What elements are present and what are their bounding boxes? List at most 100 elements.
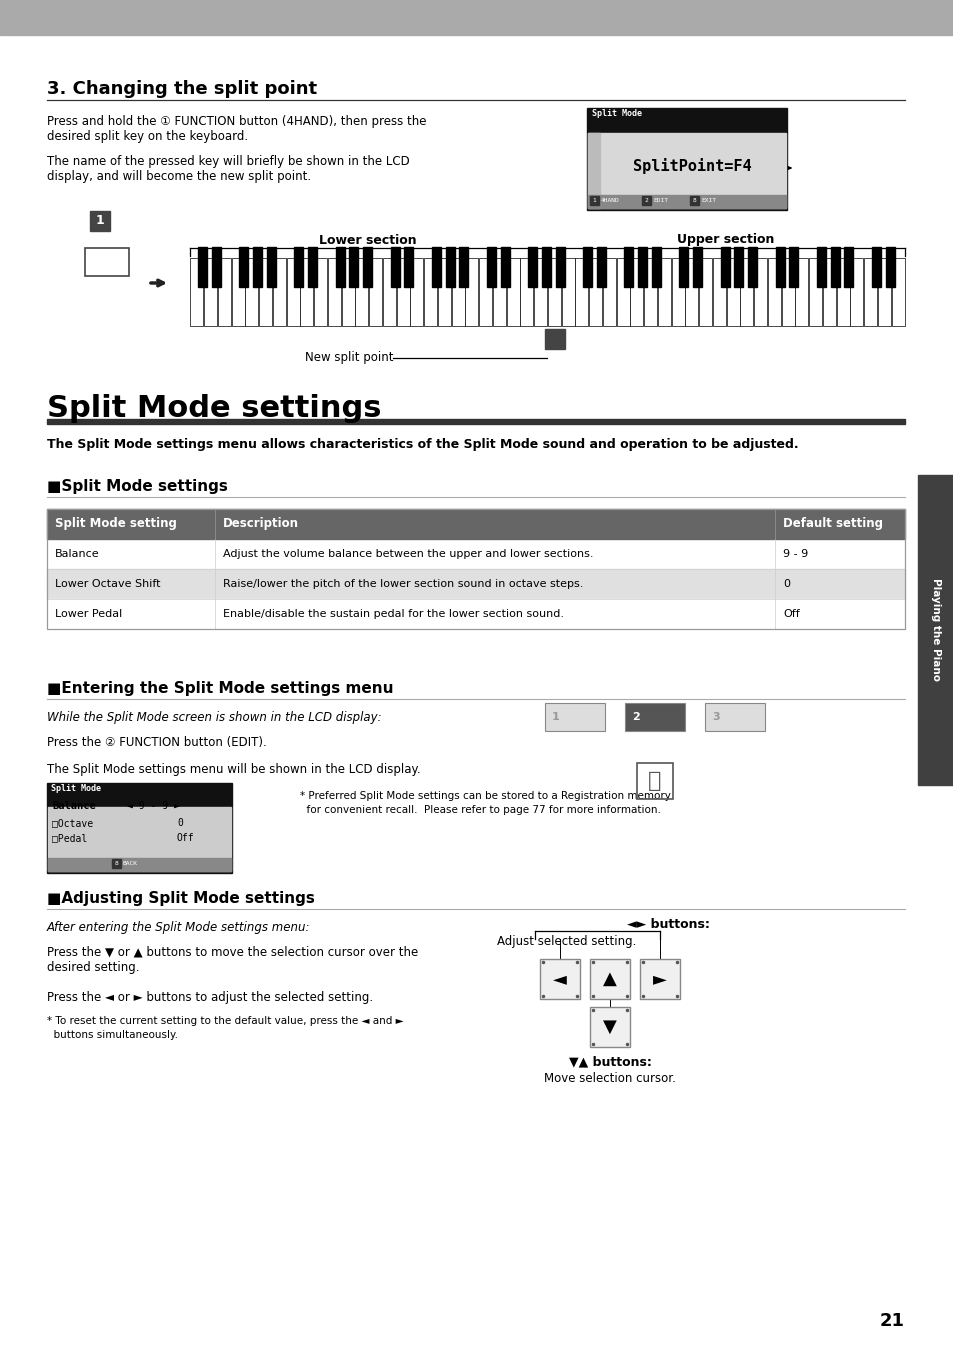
Bar (863, 258, 876, 325)
Bar (465, 258, 478, 325)
Text: ◄ 9 - 9 ►: ◄ 9 - 9 ► (127, 801, 180, 811)
Text: 0: 0 (782, 579, 789, 589)
Bar (602, 258, 616, 325)
Text: Default setting: Default setting (782, 517, 882, 531)
Bar (651, 247, 660, 286)
Bar (561, 258, 574, 325)
Text: * Preferred Split Mode settings can be stored to a Registration memory: * Preferred Split Mode settings can be s… (299, 791, 670, 801)
Bar (486, 247, 496, 286)
Bar (204, 258, 217, 325)
Bar (597, 247, 605, 286)
Bar (404, 247, 413, 286)
Bar (48, 859, 231, 871)
Bar (556, 247, 564, 286)
Bar (534, 258, 547, 325)
Text: SplitPoint=F4: SplitPoint=F4 (632, 158, 751, 174)
Bar (245, 258, 258, 325)
Bar (112, 859, 121, 868)
Bar (451, 258, 464, 325)
Bar (775, 247, 784, 286)
Text: display, and will become the new split point.: display, and will become the new split p… (47, 170, 311, 184)
Text: ►: ► (653, 971, 666, 988)
Text: After entering the Split Mode settings menu:: After entering the Split Mode settings m… (47, 921, 310, 934)
Bar (877, 258, 890, 325)
Text: for convenient recall.  Please refer to page 77 for more information.: for convenient recall. Please refer to p… (299, 805, 660, 815)
Text: ■Adjusting Split Mode settings: ■Adjusting Split Mode settings (47, 891, 314, 906)
Bar (891, 258, 903, 325)
Text: The Split Mode settings menu allows characteristics of the Split Mode sound and : The Split Mode settings menu allows char… (47, 437, 798, 451)
Bar (734, 247, 742, 286)
Text: desired split key on the keyboard.: desired split key on the keyboard. (47, 130, 248, 143)
Bar (363, 247, 372, 286)
Bar (547, 258, 560, 325)
Text: EDIT: EDIT (652, 198, 667, 202)
Bar (369, 258, 382, 325)
Bar (198, 247, 207, 286)
Text: buttons simultaneously.: buttons simultaneously. (47, 1030, 178, 1040)
Text: 8: 8 (114, 861, 118, 865)
Bar (300, 258, 314, 325)
Bar (528, 247, 537, 286)
Bar (704, 703, 764, 730)
Text: 1: 1 (95, 215, 104, 228)
Text: Off: Off (782, 609, 799, 620)
Bar (624, 703, 684, 730)
Bar (917, 475, 953, 784)
Bar (190, 258, 203, 325)
Bar (47, 509, 904, 629)
Bar (589, 196, 598, 205)
Bar (500, 247, 509, 286)
Bar (544, 329, 564, 350)
Bar (273, 258, 286, 325)
Bar (493, 258, 505, 325)
Text: Description: Description (223, 517, 298, 531)
Bar (767, 258, 781, 325)
Text: 2: 2 (631, 711, 639, 722)
Bar (587, 134, 599, 208)
Bar (85, 248, 129, 275)
Text: 9 - 9: 9 - 9 (782, 549, 807, 559)
Bar (286, 258, 299, 325)
Bar (308, 247, 316, 286)
Bar (747, 247, 757, 286)
Bar (519, 258, 533, 325)
Text: Playing the Piano: Playing the Piano (930, 579, 940, 682)
Text: Raise/lower the pitch of the lower section sound in octave steps.: Raise/lower the pitch of the lower secti… (223, 579, 583, 589)
Text: 0: 0 (177, 818, 183, 828)
Text: Enable/disable the sustain pedal for the lower section sound.: Enable/disable the sustain pedal for the… (223, 609, 563, 620)
Bar (693, 247, 701, 286)
Bar (544, 703, 604, 730)
Bar (679, 247, 688, 286)
Bar (816, 247, 825, 286)
Text: 3: 3 (711, 711, 719, 722)
Text: 1: 1 (552, 711, 559, 722)
Bar (658, 258, 670, 325)
Bar (699, 258, 712, 325)
Bar (884, 247, 894, 286)
Bar (423, 258, 436, 325)
Bar (478, 258, 492, 325)
Bar (391, 247, 399, 286)
Text: New split point: New split point (305, 351, 393, 364)
Bar (843, 247, 853, 286)
Text: Split Mode setting: Split Mode setting (55, 517, 176, 531)
Bar (349, 247, 358, 286)
Text: Split Mode: Split Mode (51, 784, 101, 792)
Bar (437, 258, 451, 325)
Bar (638, 247, 646, 286)
Bar (314, 258, 327, 325)
Bar (808, 258, 821, 325)
Bar (740, 258, 753, 325)
Bar (0, 0, 953, 35)
Bar (587, 194, 785, 208)
Bar (689, 196, 699, 205)
Text: ▼: ▼ (602, 1018, 617, 1035)
Text: Off: Off (177, 833, 194, 842)
Bar (539, 958, 579, 999)
Text: Adjust selected setting.: Adjust selected setting. (497, 934, 636, 948)
Bar (217, 258, 231, 325)
Bar (830, 247, 839, 286)
Bar (335, 247, 344, 286)
Bar (753, 258, 766, 325)
Text: While the Split Mode screen is shown in the LCD display:: While the Split Mode screen is shown in … (47, 711, 381, 724)
